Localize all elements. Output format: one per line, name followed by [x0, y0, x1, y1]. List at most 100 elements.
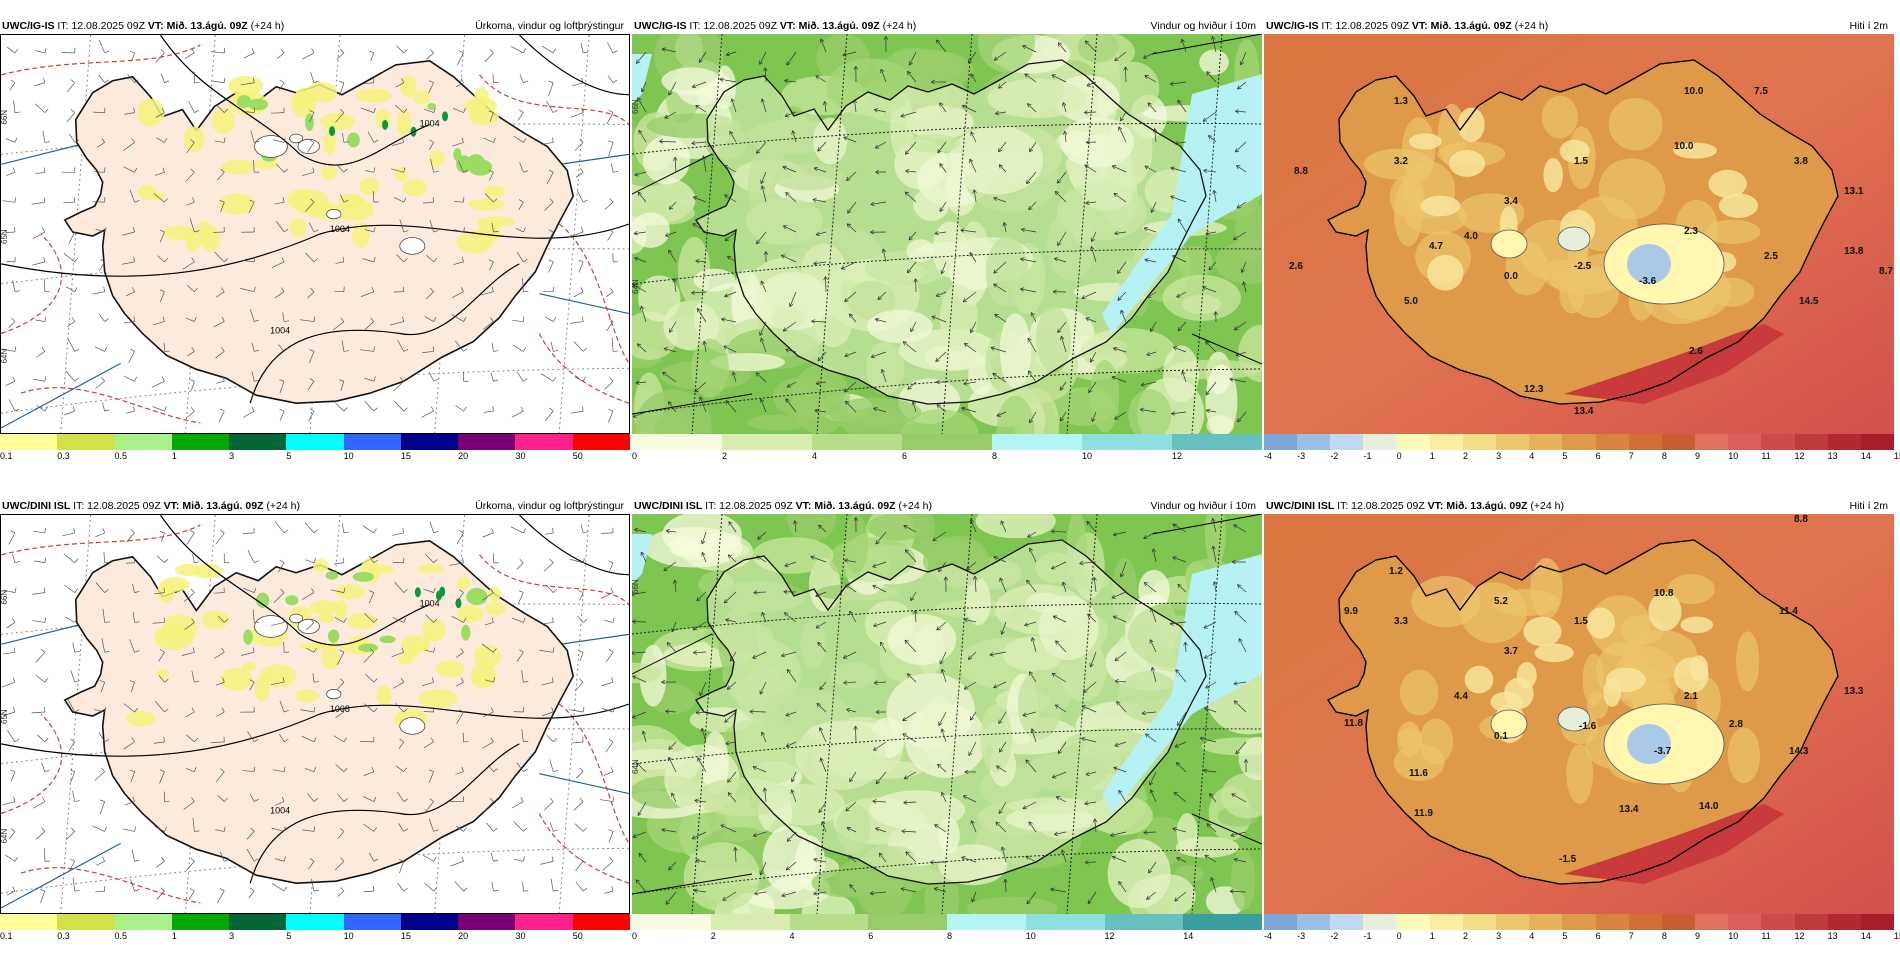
colorbar-swatch [632, 914, 711, 930]
init-time: IT: 12.08.2025 09Z [1337, 500, 1425, 512]
model-name: UWC/DINI ISL [2, 500, 70, 512]
colorbar-swatch [1430, 914, 1463, 930]
colorbar [632, 914, 1262, 930]
field-title: Vindur og hviður í 10m [1151, 498, 1256, 514]
temperature-value-label: 12.3 [1524, 384, 1544, 395]
temperature-value-label: 11.4 [1779, 606, 1798, 617]
colorbar-tick-label: 1 [1430, 931, 1435, 941]
colorbar-swatch [1529, 914, 1562, 930]
colorbar-swatch [1861, 434, 1894, 450]
latitude-label: 64N [1, 349, 9, 364]
temperature-value-label: 2.6 [1689, 346, 1703, 357]
colorbar-swatch [1397, 434, 1430, 450]
colorbar-swatch [458, 914, 515, 930]
colorbar-tick-label: 10 [1026, 931, 1036, 941]
temp-map-panel-dini: UWC/DINI ISL IT: 12.08.2025 09Z VT: Mið.… [1264, 498, 1894, 958]
colorbar-tick-label: 12 [1172, 451, 1182, 461]
temperature-value-label: 7.5 [1754, 86, 1768, 97]
temp-map-panel-igis: UWC/IG-IS IT: 12.08.2025 09Z VT: Mið. 13… [1264, 18, 1894, 478]
colorbar-swatch [1662, 914, 1695, 930]
colorbar-tick-label: 4 [1529, 931, 1534, 941]
temperature-value-label: -2.5 [1574, 261, 1592, 272]
precip-map-panel-igis: UWC/IG-IS IT: 12.08.2025 09Z VT: Mið. 13… [0, 18, 630, 478]
init-time: IT: 12.08.2025 09Z [73, 500, 161, 512]
init-time: IT: 12.08.2025 09Z [689, 20, 777, 32]
colorbar-tick-label: 3 [229, 451, 234, 461]
colorbar-tick-label: 0.5 [115, 931, 128, 941]
colorbar-swatch [573, 434, 630, 450]
temperature-value-label: 10.8 [1654, 588, 1674, 599]
colorbar-swatch [947, 914, 1026, 930]
lead-time: (+24 h) [266, 500, 300, 512]
colorbar-tick-label: 0.1 [0, 931, 13, 941]
colorbar-swatch [1330, 914, 1363, 930]
latitude-label: 64N [632, 279, 640, 294]
colorbar-tick-label: 6 [1596, 451, 1601, 461]
colorbar-swatch [286, 434, 343, 450]
colorbar-swatch [1562, 914, 1595, 930]
colorbar-swatch [1397, 914, 1430, 930]
colorbar-swatch [57, 434, 114, 450]
run-info: UWC/DINI ISL IT: 12.08.2025 09Z VT: Mið.… [634, 498, 932, 514]
colorbar-tick-label: 2 [1463, 451, 1468, 461]
temperature-value-label: -3.7 [1654, 746, 1672, 757]
colorbar-tick-label: 0.3 [57, 931, 70, 941]
colorbar-tick-label: -4 [1264, 451, 1272, 461]
colorbar-tick-label: 4 [1529, 451, 1534, 461]
lead-time: (+24 h) [898, 500, 932, 512]
colorbar-tick-label: 3 [1496, 451, 1501, 461]
panel-header: UWC/IG-IS IT: 12.08.2025 09Z VT: Mið. 13… [632, 18, 1262, 34]
colorbar-tick-label: 5 [1562, 931, 1567, 941]
colorbar-swatch [1264, 914, 1297, 930]
temperature-value-label: 0.0 [1504, 271, 1518, 282]
colorbar-tick-label: 4 [790, 931, 795, 941]
temperature-value-label: 11.6 [1409, 768, 1428, 779]
colorbar-ticks: -4-3-2-10123456789101112131415 [1264, 930, 1894, 944]
colorbar-tick-label: 5 [286, 451, 291, 461]
glacier-outline [400, 238, 425, 255]
lead-time: (+24 h) [251, 20, 285, 32]
isobar-label: 1008 [330, 704, 350, 714]
colorbar-tick-label: 2 [722, 451, 727, 461]
colorbar-tick-label: -3 [1297, 931, 1305, 941]
colorbar-swatch [1082, 434, 1172, 450]
temperature-value-label: 8.8 [1794, 514, 1808, 525]
colorbar-swatch [1828, 434, 1861, 450]
colorbar-swatch [0, 914, 57, 930]
field-title: Hiti í 2m [1849, 18, 1888, 34]
colorbar-swatch [1172, 434, 1262, 450]
temperature-value-label: 14.5 [1799, 296, 1819, 307]
colorbar-tick-label: 12 [1795, 931, 1805, 941]
temperature-value-label: 2.1 [1684, 691, 1698, 702]
colorbar-swatch [401, 914, 458, 930]
colorbar-swatch [1105, 914, 1184, 930]
temperature-value-label: 13.1 [1844, 186, 1864, 197]
precip-map-panel-dini: UWC/DINI ISL IT: 12.08.2025 09Z VT: Mið.… [0, 498, 630, 958]
colorbar-swatch [1330, 434, 1363, 450]
temperature-value-label: 13.4 [1574, 406, 1594, 417]
colorbar [632, 434, 1262, 450]
temperature-value-label: 1.3 [1394, 96, 1408, 107]
colorbar-swatch [1629, 914, 1662, 930]
colorbar-swatch [1695, 434, 1728, 450]
temperature-value-label: 3.7 [1504, 646, 1518, 657]
latitude-label: 65N [1, 229, 9, 244]
colorbar-swatch [1430, 434, 1463, 450]
colorbar-swatch [1662, 434, 1695, 450]
latitude-label: 64N [1, 829, 9, 844]
valid-time: VT: Mið. 13.ágú. 09Z [780, 20, 880, 32]
colorbar-tick-label: 0.3 [57, 451, 70, 461]
colorbar-swatch [172, 914, 229, 930]
colorbar-tick-label: 11 [1761, 931, 1770, 941]
temperature-value-label: 13.8 [1844, 246, 1864, 257]
model-name: UWC/DINI ISL [634, 500, 702, 512]
colorbar-tick-label: 12 [1105, 931, 1115, 941]
colorbar-swatch [1728, 434, 1761, 450]
colorbar-swatch [1529, 434, 1562, 450]
temperature-value-label: -1.5 [1559, 854, 1577, 865]
